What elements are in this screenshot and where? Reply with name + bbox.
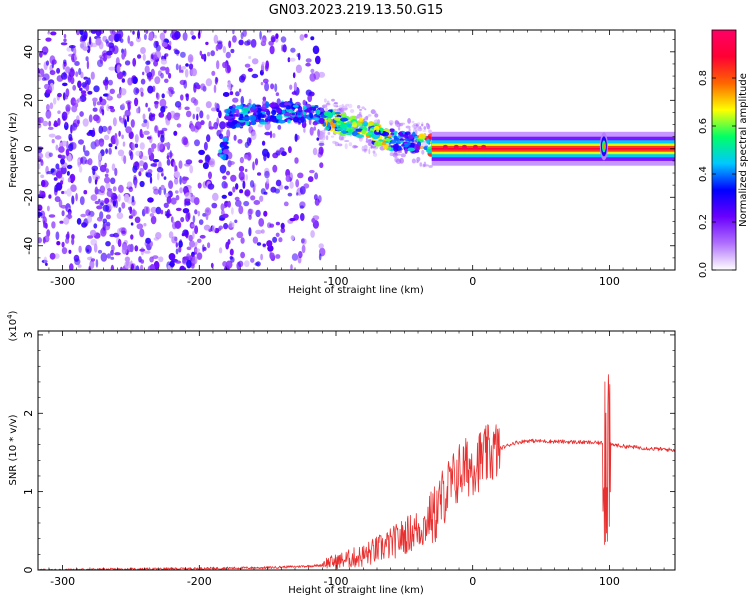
colorbar-tick-label: 0.8 (698, 70, 709, 86)
spectrogram-y-ticks: -40 -20 0 20 40 (22, 39, 675, 271)
spectrogram-x-tick-label: -300 (50, 275, 75, 288)
snr-x-tick-label: -100 (324, 575, 349, 588)
colorbar-tick-label: 0.0 (698, 262, 709, 278)
spectrogram-marks (38, 30, 675, 270)
snr-y-tick-label: 0 (22, 567, 35, 574)
spectrogram-x-tick-label: -100 (324, 275, 349, 288)
snr-y-multiplier: (x104) (6, 310, 19, 341)
colorbar-tick-label: 0.6 (698, 118, 709, 134)
snr-y-tick-label: 3 (22, 331, 35, 338)
chart-title: GN03.2023.219.13.50.G15 (269, 3, 444, 18)
snr-panel: -300 -200 -100 0 100 0 1 2 3 Height of straight… (6, 310, 676, 596)
snr-y-ticks: 0 1 2 3 (22, 331, 675, 574)
spectrogram-x-tick-label: 100 (599, 275, 620, 288)
colorbar-tick-label: 0.4 (698, 166, 709, 182)
colorbar-tick-label: 0.2 (698, 214, 709, 230)
spectrogram-x-label: Height of straight line (km) (288, 285, 424, 296)
spectrogram-y-tick-label: 40 (22, 45, 35, 59)
spectrogram-x-ticks: -300 -200 -100 0 100 (48, 30, 665, 288)
snr-x-ticks: -300 -200 -100 0 100 (48, 331, 665, 588)
spectrogram-x-tick-label: 0 (469, 275, 476, 288)
snr-y-tick-label: 1 (22, 488, 35, 495)
spectrogram-y-tick-label: 20 (22, 93, 35, 107)
spectral-spike (602, 143, 606, 150)
spectrogram-x-tick-label: -200 (187, 275, 212, 288)
spectrogram-frame (37, 29, 676, 271)
colorbar-frame (711, 29, 737, 271)
snr-x-tick-label: -200 (187, 575, 212, 588)
snr-y-tick-label: 2 (22, 410, 35, 417)
spectrogram-y-tick-label: -40 (22, 237, 35, 255)
snr-frame (37, 330, 676, 571)
spectrogram-y-label: Frequency (Hz) (8, 112, 19, 188)
colorbar-ticks: 0.0 0.2 0.4 0.6 0.8 (698, 70, 736, 278)
colorbar-label: Normalized spectral amplitude (738, 73, 749, 227)
spectrogram-y-tick-label: -20 (22, 188, 35, 206)
colorbar-bar (712, 30, 736, 270)
snr-series-line (38, 374, 675, 570)
snr-x-label: Height of straight line (km) (288, 585, 424, 596)
spectrogram-y-tick-label: 0 (22, 145, 35, 152)
snr-x-tick-label: 0 (469, 575, 476, 588)
colorbar: 0.0 0.2 0.4 0.6 0.8 Normalized spectral ampl… (698, 29, 749, 278)
snr-x-tick-label: 100 (599, 575, 620, 588)
snr-plot-area (38, 331, 675, 570)
snr-y-label: SNR (10 * v/v) (8, 414, 19, 485)
snr-x-tick-label: -300 (50, 575, 75, 588)
